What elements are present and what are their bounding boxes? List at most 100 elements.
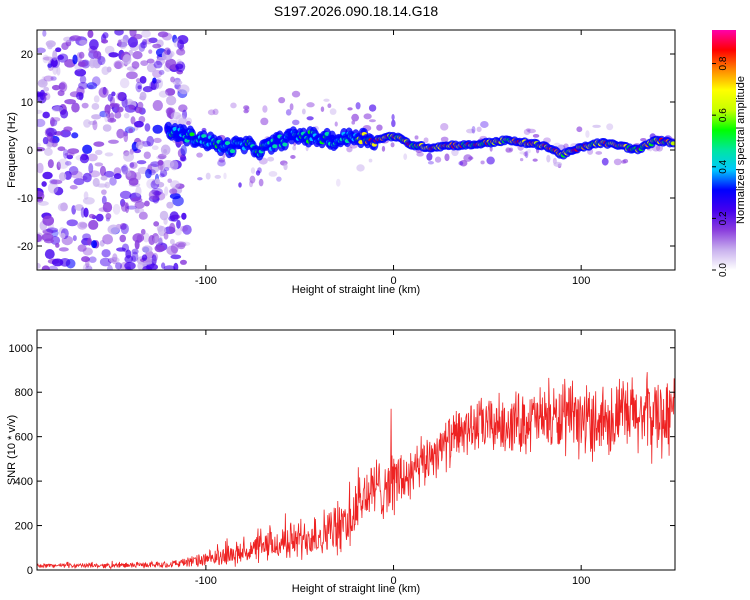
spectrogram-noise-blob: [156, 57, 166, 65]
spectrogram-noise-blob: [140, 228, 146, 235]
spectrogram-noise-blob: [182, 224, 192, 235]
spectrogram-scatter-blob: [207, 109, 216, 116]
spectrogram-noise-blob: [121, 166, 131, 174]
spectrogram-noise-blob: [159, 173, 165, 178]
spectrogram-y-tick-label: 20: [21, 49, 33, 61]
spectrogram-noise-blob: [79, 154, 90, 164]
spectrogram-noise-blob: [88, 163, 94, 174]
snr-y-tick-label: 400: [15, 476, 33, 488]
spectrogram-scatter-blob: [243, 105, 250, 110]
spectrogram-scatter-blob: [258, 178, 264, 187]
spectrogram-scatter-blob: [613, 158, 622, 166]
spectrogram-scatter-blob: [621, 159, 627, 164]
spectrogram-y-tick-label: 10: [21, 97, 33, 109]
spectrogram-noise-blob: [104, 111, 109, 123]
spectrogram-noise-blob: [170, 76, 175, 83]
spectrogram-ridge-core: [229, 149, 236, 154]
spectrogram-noise-blob: [144, 123, 151, 132]
spectrogram-noise-blob: [128, 128, 134, 133]
spectrogram-noise-blob: [91, 114, 102, 120]
spectrogram-noise-blob: [146, 58, 155, 64]
spectrogram-noise-blob: [127, 36, 139, 48]
spectrogram-noise-blob: [176, 219, 181, 229]
spectrogram-noise-blob: [101, 66, 110, 76]
spectrogram-noise-blob: [132, 233, 145, 243]
spectrogram-noise-blob: [74, 68, 87, 77]
spectrogram-noise-blob: [128, 177, 139, 186]
spectrogram-noise-blob: [87, 237, 92, 246]
spectrogram-scatter-blob: [519, 157, 524, 162]
colorbar-tick-label: 0.2: [718, 211, 729, 225]
spectrogram-noise-blob: [49, 57, 61, 69]
spectrogram-scatter-blob: [285, 109, 292, 116]
spectrogram-noise-blob: [56, 66, 61, 76]
spectrogram-noise-blob: [135, 186, 142, 197]
spectrogram-noise-blob: [146, 63, 157, 73]
spectrogram-scatter-blob: [283, 163, 288, 171]
spectrogram-noise-blob: [148, 49, 153, 54]
spectrogram-noise-blob: [56, 161, 61, 171]
spectrogram-scatter-blob: [523, 128, 531, 136]
spectrogram-noise-blob: [91, 76, 101, 87]
spectrogram-noise-blob: [116, 91, 126, 101]
spectrogram-ridge-core: [224, 141, 231, 146]
spectrogram-noise-blob: [142, 86, 153, 93]
spectrogram-noise-blob: [69, 185, 78, 190]
spectrogram-scatter-blob: [532, 158, 538, 162]
spectrogram-noise-blob: [163, 265, 176, 270]
spectrogram-noise-blob: [169, 188, 178, 195]
spectrogram-noise-blob: [114, 30, 124, 36]
spectrogram-noise-blob: [61, 42, 69, 51]
spectrogram-noise-blob: [130, 116, 136, 125]
spectrogram-noise-blob: [58, 172, 67, 182]
spectrogram-noise-blob: [64, 98, 76, 105]
spectrogram-scatter-blob: [363, 113, 372, 120]
spectrogram-scatter-blob: [243, 109, 249, 114]
spectrogram-scatter-blob: [523, 151, 528, 157]
spectrogram-noise-blob: [131, 248, 139, 255]
spectrogram-scatter-blob: [519, 151, 526, 155]
spectrogram-noise-blob: [141, 245, 153, 253]
spectrogram-noise-blob: [158, 90, 168, 98]
spectrogram-scatter-blob: [223, 172, 227, 180]
spectrogram-noise-blob: [83, 191, 89, 200]
spectrogram-noise-blob: [63, 126, 73, 132]
spectrogram-noise-blob: [148, 37, 158, 44]
spectrogram-noise-blob: [45, 40, 56, 48]
spectrogram-noise-blob: [41, 76, 46, 85]
spectrogram-noise-blob: [125, 266, 132, 270]
spectrogram-noise-blob: [180, 241, 191, 247]
spectrogram-noise-blob: [146, 135, 154, 147]
spectrogram-scatter-blob: [576, 126, 583, 133]
spectrogram-scatter-blob: [276, 176, 282, 182]
spectrogram-ridge-core: [272, 144, 278, 149]
spectrogram-noise-blob: [134, 207, 140, 214]
spectrogram-noise-blob: [122, 54, 132, 65]
spectrogram-noise-blob: [88, 256, 97, 263]
spectrogram-noise-blob: [115, 262, 123, 270]
spectrogram-noise-blob: [116, 128, 125, 139]
spectrogram-scatter-blob: [230, 102, 237, 109]
spectrogram-noise-blob: [148, 189, 160, 200]
spectrogram-noise-blob: [42, 228, 54, 235]
spectrogram-scatter-blob: [471, 126, 476, 134]
spectrogram-noise-blob: [152, 99, 163, 111]
spectrogram-noise-blob: [152, 77, 157, 84]
spectrogram-noise-blob: [104, 104, 111, 115]
spectrogram-noise-blob: [37, 146, 46, 152]
spectrogram-y-ticks: -20 -10 0 10 20: [17, 49, 675, 253]
spectrogram-noise-blob: [87, 153, 98, 162]
spectrogram-noise-blob: [152, 124, 163, 134]
spectrogram-noise-blob: [178, 84, 190, 95]
snr-x-axis-label: Height of straight line (km): [292, 583, 420, 595]
spectrogram-noise-blob: [112, 253, 118, 262]
spectrogram-noise-blob: [109, 102, 120, 108]
spectrogram-x-tick-label: 0: [390, 275, 396, 287]
spectrogram-scatter-blob: [351, 120, 356, 125]
spectrogram-noise-blob: [117, 39, 122, 47]
spectrogram-noise-blob: [79, 222, 88, 228]
spectrogram-noise-blob: [62, 148, 69, 159]
spectrogram-noise-blob: [102, 234, 113, 245]
spectrogram-noise-blob: [47, 265, 59, 270]
spectrogram-noise-blob: [151, 187, 163, 196]
